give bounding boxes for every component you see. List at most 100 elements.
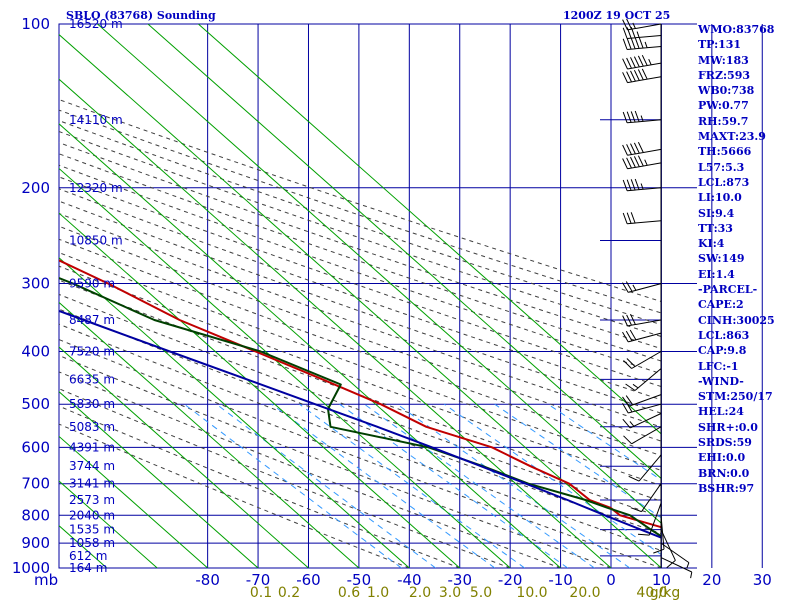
dry-adiabat: [59, 354, 612, 568]
mixing-ratio-label: 5.0: [470, 585, 492, 600]
height-label: 9590 m: [69, 277, 115, 291]
wind-barb: [623, 351, 662, 369]
dry-adiabat: [59, 142, 661, 350]
temperature-tick-label: -80: [195, 571, 220, 589]
dry-adiabat: [59, 339, 661, 568]
dry-adiabat: [59, 212, 661, 428]
height-label: 3744 m: [69, 459, 115, 473]
index-line: -PARCEL-: [698, 283, 758, 297]
pressure-label: 200: [21, 179, 50, 197]
dry-adiabat: [59, 109, 661, 314]
height-label: 3141 m: [69, 477, 115, 491]
dry-adiabat: [59, 164, 661, 375]
dry-adiabat: [59, 279, 661, 502]
mixing-ratio-label: 0.1: [250, 585, 272, 600]
dry-adiabat: [59, 176, 661, 388]
wind-barb: [622, 401, 662, 414]
wind-barb: [622, 37, 662, 50]
index-line: PW:0.77: [698, 99, 749, 113]
index-line: LCL:873: [698, 175, 750, 189]
dry-adiabat: [59, 225, 661, 442]
index-line: LI:10.0: [698, 191, 742, 205]
mixing-ratio-line: [299, 403, 525, 568]
dry-adiabat: [59, 153, 661, 362]
dry-adiabats: [59, 99, 661, 568]
index-line: SHR+:0.0: [698, 420, 758, 434]
temperature-tick-label: 10: [652, 571, 671, 589]
height-label: 1058 m: [69, 536, 115, 550]
indices-panel: WMO:83768 TP:131 MW:183 FRZ:593 WB0:738 PW:0.…: [698, 22, 798, 496]
pressure-label: 600: [21, 438, 50, 456]
index-line: TT:33: [698, 221, 733, 235]
height-label: 14110 m: [69, 113, 123, 127]
height-label: 4391 m: [69, 440, 115, 454]
height-label: 16520 m: [69, 17, 123, 31]
height-label: 2040 m: [69, 508, 115, 522]
mixing-ratio-line: [396, 403, 631, 568]
temperature-tick-label: 0: [606, 571, 616, 589]
mixing-ratio-label: 20.0: [569, 585, 600, 600]
index-line: RH:59.7: [698, 114, 749, 128]
height-label: 2573 m: [69, 493, 115, 507]
height-label: 612 m: [69, 549, 107, 563]
dewpoint-trace: [59, 276, 661, 538]
sounding-traces: [59, 259, 661, 539]
dry-adiabat: [59, 188, 661, 401]
wind-barb: [622, 54, 662, 70]
pressure-label: 1000: [12, 559, 50, 577]
pressure-label: 800: [21, 506, 50, 524]
dry-adiabat: [59, 252, 661, 471]
mixing-ratio-line: [364, 403, 595, 568]
wind-barb: [637, 503, 662, 536]
wind-barb: [622, 178, 662, 192]
index-line: KI:4: [698, 237, 725, 251]
wind-barb: [630, 483, 662, 513]
height-label: 12320 m: [69, 181, 123, 195]
mixing-ratio-line: [444, 403, 661, 555]
wind-barb: [622, 313, 662, 327]
dry-adiabat: [59, 130, 661, 337]
wind-barb: [622, 110, 662, 124]
dry-adiabat: [59, 388, 511, 568]
wind-barb: [625, 368, 662, 391]
index-line: LCL:863: [698, 328, 750, 342]
wind-barb: [622, 26, 662, 39]
height-label: 10850 m: [69, 233, 123, 247]
index-line: WMO:83768: [698, 23, 775, 36]
height-label: 164 m: [69, 561, 107, 575]
temperature-tick-label: -50: [347, 571, 372, 589]
wind-barb: [628, 454, 662, 482]
mixing-ratio-label: 0.2: [278, 585, 300, 600]
isotherm-line: [59, 391, 259, 568]
pressure-label: 400: [21, 343, 50, 361]
mixing-ratio-label: 40.0: [636, 585, 667, 600]
index-line: -WIND-: [698, 374, 744, 388]
isotherm-line: [147, 24, 661, 480]
chart-time: 1200Z 19 OCT 25: [563, 9, 671, 22]
index-line: HEL:24: [698, 405, 744, 419]
dry-adiabat: [59, 238, 661, 457]
index-line: L57:5.3: [698, 160, 745, 174]
index-line: BRN:0.0: [698, 466, 750, 480]
wind-barb: [622, 329, 662, 343]
isotherm-line: [59, 301, 360, 568]
index-line: TP:131: [698, 38, 742, 52]
height-label: 1535 m: [69, 523, 115, 537]
wind-barb: [660, 529, 676, 569]
wind-barb: [660, 557, 693, 579]
x-label-prefix: mb: [34, 571, 58, 589]
pressure-labels: 100 200 300 400 500 600 700 800 900 1000: [12, 15, 50, 577]
height-label: 6635 m: [69, 372, 115, 386]
dry-adiabat: [59, 405, 460, 568]
wind-barb: [622, 68, 662, 84]
temperature-tick-label: -70: [246, 571, 271, 589]
height-labels: 16520 m 14110 m 12320 m 10850 m 9590 m 8487 m…: [69, 17, 123, 575]
temperature-tick-label: -20: [498, 571, 523, 589]
mixing-ratio-line: [339, 403, 568, 568]
isotherms: [59, 24, 661, 568]
wind-barb: [660, 542, 690, 569]
index-line: EHI:0.0: [698, 451, 746, 465]
mixing-ratio-label: 0.6: [338, 585, 360, 600]
dry-adiabat: [59, 99, 661, 302]
